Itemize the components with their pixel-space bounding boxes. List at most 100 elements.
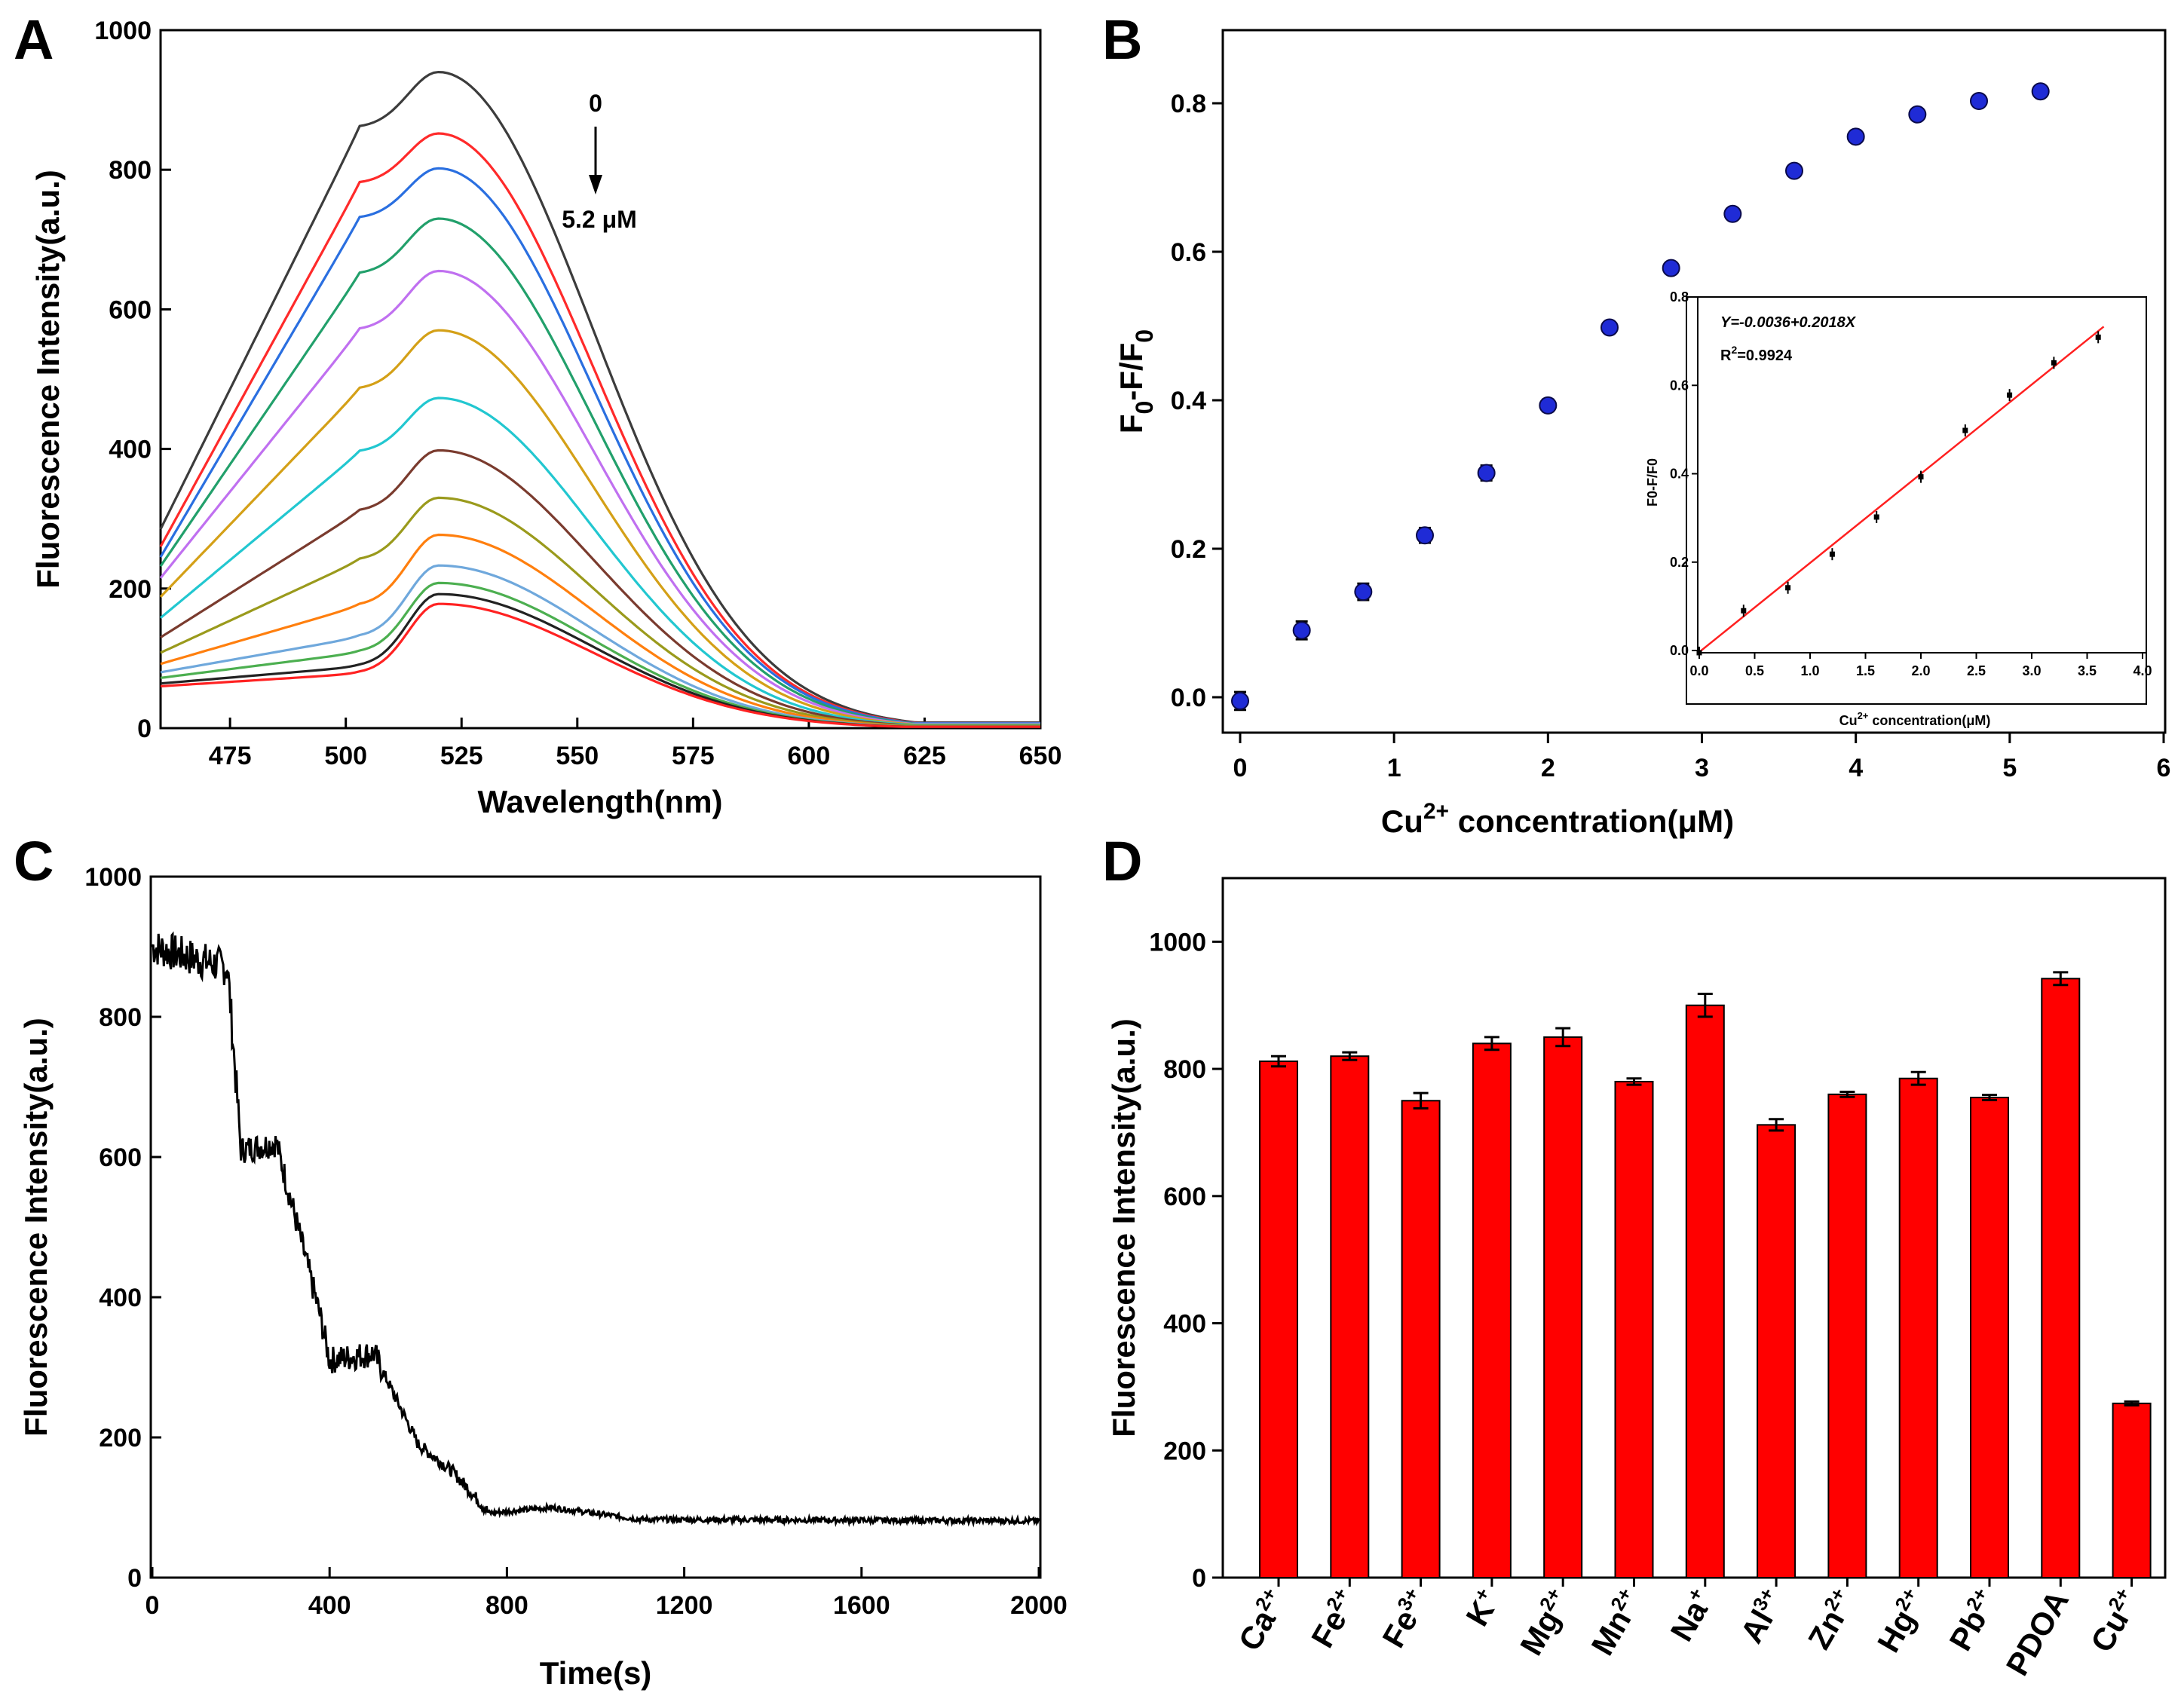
x-tick-label: 500 <box>324 742 367 770</box>
y-tick-label: 400 <box>99 1284 142 1312</box>
panel-b-points <box>1231 82 2050 712</box>
data-point <box>1477 464 1496 482</box>
y-tick-label: 800 <box>109 156 152 185</box>
bar-K <box>1472 1042 1512 1578</box>
category-label: PDOA <box>1999 1584 2075 1682</box>
bar-Ca <box>1259 1060 1298 1578</box>
y-tick-label: 200 <box>1163 1437 1206 1465</box>
inset-ticks: 0.0 0.5 1.0 1.5 2.0 2.5 3.0 3.5 4.0 0.0 0.2 0.4 0.6 0… <box>1670 289 2152 678</box>
bar-Na <box>1685 1004 1725 1578</box>
panel-label-a: A <box>14 8 54 71</box>
panel-d-ticks: 0 200 400 600 800 1000 <box>1149 928 1223 1593</box>
y-label-sub-1: 0 <box>1131 329 1158 343</box>
panel-c-trace <box>151 931 1040 1528</box>
y-tick-label: 0.2 <box>1171 535 1206 564</box>
x-label-sup: 2+ <box>1423 799 1449 824</box>
inset-data-point <box>1785 585 1791 591</box>
y-label-f: F <box>1113 414 1149 433</box>
data-point <box>1846 127 1865 146</box>
inset-x-tick-label: 1.5 <box>1856 663 1875 678</box>
category-base: Zn <box>1801 1604 1851 1655</box>
data-point <box>2031 82 2050 101</box>
category-label: Mg2+ <box>1512 1584 1578 1661</box>
inset-x-base: Cu <box>1839 713 1858 728</box>
x-tick-label: 6 <box>2157 754 2171 782</box>
y-tick-label: 0 <box>127 1564 142 1593</box>
data-point <box>1416 526 1434 545</box>
x-tick-label: 475 <box>209 742 252 770</box>
category-label: Zn2+ <box>1800 1584 1862 1655</box>
category-base: Fe <box>1304 1604 1353 1654</box>
y-label-mid: -F/F <box>1113 343 1149 401</box>
inset-x-tick-label: 2.5 <box>1967 663 1986 678</box>
category-label: Cu2+ <box>2082 1584 2146 1658</box>
data-point <box>1785 161 1803 180</box>
category-base: Mn <box>1584 1604 1637 1661</box>
data-point <box>1292 621 1311 640</box>
category-label: Pb2+ <box>1941 1584 2005 1657</box>
inset-data-point <box>2007 392 2013 398</box>
category-label: Al3+ <box>1732 1584 1791 1649</box>
x-tick-label: 400 <box>308 1591 351 1620</box>
inset-y-tick-label: 0.2 <box>1670 555 1689 570</box>
x-tick-label: 0 <box>1233 754 1248 782</box>
x-tick-label: 3 <box>1695 754 1709 782</box>
panel-c-ticks: 0 400 800 1200 1600 2000 0 200 400 600 800 1000 <box>84 863 1067 1620</box>
panel-a-ticks: 475 500 525 550 575 600 625 650 0 200 400 600 800 100… <box>94 17 1061 770</box>
y-tick-label: 200 <box>99 1424 142 1452</box>
inset-data-point <box>1696 650 1702 656</box>
category-label: Na+ <box>1662 1584 1720 1647</box>
category-label: Ca2+ <box>1230 1584 1294 1657</box>
inset-data-point <box>1918 474 1924 480</box>
inset-data-point <box>2051 360 2057 366</box>
panel-c-y-axis-label: Fluorescence Intensity(a.u.) <box>18 1018 54 1436</box>
data-point <box>1539 396 1558 415</box>
spectrum-line-5.2 <box>160 602 1040 728</box>
bar-Pb <box>1970 1097 2009 1578</box>
inset-data-point <box>1829 551 1835 557</box>
inset-x-rest: concentration(μM) <box>1868 713 1990 728</box>
y-label-sub-0: 0 <box>1131 401 1158 415</box>
fit-line <box>1698 326 2105 654</box>
data-point <box>1970 92 1988 111</box>
bar-Zn <box>1827 1093 1867 1578</box>
x-tick-label: 600 <box>788 742 831 770</box>
inset-data-point <box>1873 514 1879 520</box>
spectrum-line-2.8 <box>160 448 1040 727</box>
inset-x-tick-label: 3.5 <box>2078 663 2097 678</box>
spectrum-line-3.6 <box>160 533 1040 727</box>
category-label: Mn2+ <box>1583 1584 1649 1661</box>
y-tick-label: 400 <box>109 436 152 464</box>
x-tick-label: 1200 <box>656 1591 713 1620</box>
panel-label-b: B <box>1102 8 1142 71</box>
x-tick-label: 525 <box>440 742 483 770</box>
panel-c-plot-frame <box>149 875 1042 1579</box>
spectrum-line-0.8 <box>159 167 1040 725</box>
data-point <box>1600 318 1619 337</box>
category-label: Fe2+ <box>1303 1584 1365 1654</box>
annotation-start-label: 0 <box>589 90 602 117</box>
fit-r-squared: R2=0.9924 <box>1720 344 1793 364</box>
category-base: PDOA <box>1999 1584 2075 1682</box>
spectrum-line-4.4 <box>160 581 1040 727</box>
panel-label-d: D <box>1102 830 1142 892</box>
panel-a-plot-frame <box>159 29 1042 730</box>
bar-Cu <box>2112 1402 2152 1578</box>
y-tick-label: 0 <box>1192 1564 1206 1593</box>
panel-a-x-axis-label: Wavelength(nm) <box>477 784 722 819</box>
category-base: Ca <box>1231 1603 1282 1657</box>
inset-data-point <box>1741 608 1747 614</box>
category-base: Mg <box>1513 1604 1567 1661</box>
category-base: Fe <box>1375 1604 1424 1654</box>
panel-c: C 0 400 800 1200 1600 2000 0 200 400 600 800 1000 T… <box>14 830 1067 1691</box>
y-tick-label: 1000 <box>94 17 152 45</box>
data-point <box>1908 105 1927 124</box>
y-tick-label: 800 <box>1163 1055 1206 1084</box>
data-point <box>1354 583 1373 601</box>
x-tick-label: 1 <box>1387 754 1401 782</box>
x-label-rest: concentration(μM) <box>1449 804 1734 839</box>
inset-x-tick-label: 0.0 <box>1689 663 1708 678</box>
x-tick-label: 650 <box>1019 742 1062 770</box>
x-tick-label: 625 <box>903 742 946 770</box>
y-tick-label: 0.0 <box>1171 684 1206 712</box>
